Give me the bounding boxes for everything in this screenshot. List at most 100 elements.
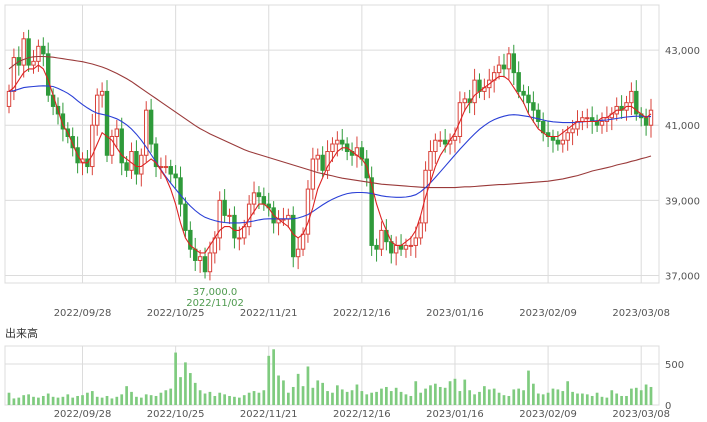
candle-body <box>570 128 575 134</box>
candle-body <box>11 57 17 92</box>
volume-bar <box>184 362 187 405</box>
volume-bar <box>100 397 104 405</box>
price-x-tick-label: 2023/02/09 <box>519 308 577 319</box>
volume-bar <box>262 390 266 405</box>
candle-body <box>496 64 502 74</box>
volume-bar <box>228 395 231 405</box>
volume-bar <box>345 391 349 405</box>
volume-bar <box>644 384 648 405</box>
volume-bar <box>242 395 246 405</box>
low-price-annotation: 37,000.0 <box>193 287 238 298</box>
volume-bar <box>590 395 594 405</box>
volume-bar <box>502 395 506 405</box>
candle-body <box>335 139 340 145</box>
candle-body <box>134 151 139 175</box>
volume-bar <box>478 391 481 405</box>
volume-bar <box>551 388 555 405</box>
volume-bar <box>188 373 192 405</box>
candle-body <box>36 45 41 62</box>
volume-bar <box>340 389 344 405</box>
volume-bar <box>46 393 50 405</box>
candle-body <box>374 244 379 250</box>
candle-body <box>124 162 129 171</box>
candle-body <box>540 120 546 134</box>
volume-bar <box>355 384 359 405</box>
volume-bar <box>174 352 177 405</box>
candle-body <box>148 109 154 145</box>
candle-body <box>153 143 159 168</box>
candle-body <box>325 151 330 171</box>
candle-body <box>237 237 242 240</box>
candle-body <box>114 128 120 137</box>
volume-bar <box>282 380 285 405</box>
candle-body <box>41 45 46 55</box>
candle-body <box>217 199 222 239</box>
candle-body <box>398 244 404 250</box>
candle-body <box>139 154 144 175</box>
candle-body <box>433 139 438 153</box>
candle-body <box>291 214 296 258</box>
candle-body <box>129 151 134 171</box>
candle-body <box>21 38 26 66</box>
volume-bar <box>487 389 491 405</box>
price-tick-label: 37,000 <box>665 271 700 282</box>
volume-bar <box>115 396 119 405</box>
candle-body <box>183 203 188 231</box>
volume-bar <box>522 390 525 405</box>
volume-bar <box>125 386 128 405</box>
candle-body <box>310 158 316 190</box>
volume-bar <box>321 382 324 405</box>
candle-body <box>599 120 605 126</box>
volume-bar <box>600 396 604 405</box>
price-x-tick-label: 2022/10/25 <box>147 308 205 319</box>
price-x-tick-label: 2022/09/28 <box>54 308 112 319</box>
volume-bar <box>316 380 320 405</box>
volume-bar <box>17 397 21 405</box>
candle-body <box>207 252 213 273</box>
candle-body <box>222 199 227 216</box>
volume-bar <box>409 395 413 405</box>
volume-x-tick-label: 2022/10/25 <box>147 409 205 420</box>
volume-bar <box>517 388 521 405</box>
candle-body <box>197 256 203 261</box>
volume-bar <box>198 390 202 405</box>
candle-body <box>99 90 105 96</box>
candle-body <box>442 139 448 145</box>
volume-bar <box>237 397 241 405</box>
price-x-tick-label: 2023/01/16 <box>426 308 484 319</box>
candle-body <box>188 229 193 250</box>
candle-body <box>261 196 267 205</box>
candle-body <box>648 109 654 126</box>
candle-body <box>629 90 634 104</box>
volume-bar <box>86 392 89 405</box>
volume-bar <box>218 392 222 405</box>
candle-body <box>246 203 252 228</box>
candle-body <box>144 109 149 156</box>
candle-body <box>393 244 399 254</box>
volume-bar <box>561 391 565 405</box>
candle-body <box>242 226 247 239</box>
volume-bar <box>527 370 530 405</box>
volume-bar <box>27 394 30 405</box>
candle-body <box>90 124 95 168</box>
price-tick-label: 39,000 <box>665 196 700 207</box>
volume-bar <box>331 392 334 405</box>
volume-x-tick-label: 2023/02/09 <box>519 409 577 420</box>
volume-bar <box>130 391 133 405</box>
candle-body <box>330 143 335 153</box>
volume-bar <box>61 396 65 405</box>
volume-bar <box>473 394 476 405</box>
volume-bar <box>76 395 79 405</box>
volume-bar <box>443 387 447 405</box>
volume-panel-title: 出来高 <box>5 327 38 340</box>
candle-body <box>565 132 570 141</box>
volume-bar <box>301 386 305 405</box>
candle-body <box>94 94 100 126</box>
moving-average-long-line <box>8 55 652 189</box>
volume-bar <box>365 394 369 405</box>
volume-bar <box>389 391 393 405</box>
candle-body <box>173 173 178 179</box>
volume-bar <box>394 387 398 405</box>
volume-bar <box>90 391 94 405</box>
volume-bar <box>51 396 55 405</box>
